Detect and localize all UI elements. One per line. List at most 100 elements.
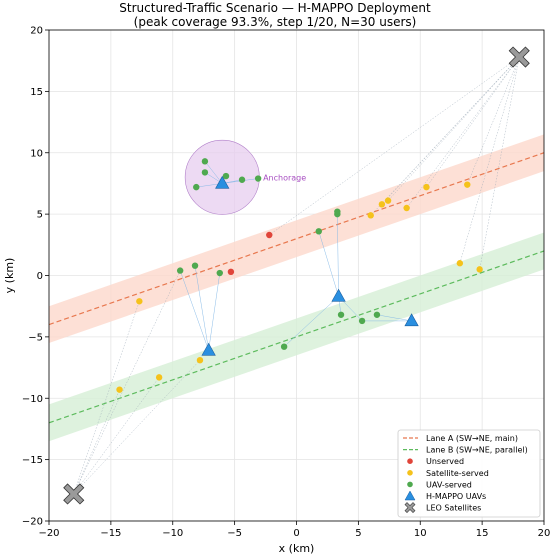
uav-marker [404,313,419,327]
user-point [464,181,471,188]
uav-link [204,161,223,184]
uav-link [318,231,339,297]
x-tick-label: 15 [476,528,489,539]
legend-label: LEO Satellites [426,504,481,513]
user-point [201,158,209,165]
satellite-link [269,56,520,236]
uav-link [194,265,209,351]
user-point [334,208,341,215]
satellite-link [426,56,520,188]
uav-link [376,314,412,322]
legend-label: Lane B (SW→NE, parallel) [426,446,528,455]
series-satellite-served [116,181,483,393]
legend-satellite-swatch [404,502,416,514]
x-axis-label: x (km) [279,542,315,555]
y-axis-label: y (km) [3,258,16,294]
user-point [116,386,123,393]
uav-marker [201,342,216,356]
satellite-link [73,301,140,495]
user-point [227,268,235,276]
x-tick-label: 10 [414,528,427,539]
y-tick-label: −20 [22,517,43,528]
user-point [378,201,386,208]
user-point [280,343,288,350]
uav-link [283,296,339,347]
user-point [423,183,430,191]
series-unserved [227,231,273,276]
x-tick-label: 20 [538,528,550,539]
user-point [136,298,143,305]
legend: Lane A (SW→NE, main) Lane B (SW→NE, paral… [397,429,541,518]
x-tick-label: 0 [293,528,299,539]
anchorage-label: Anchorage [263,173,306,182]
user-point [456,260,464,267]
legend-dot-swatch [407,481,413,488]
lane-line-b [49,250,544,424]
satellite-link [387,56,520,201]
satellite-link [381,56,520,205]
user-point [358,317,366,325]
user-point [315,228,322,235]
legend-box [397,429,541,518]
legend-uav-swatch [404,490,416,501]
x-tick-label: −5 [227,528,242,539]
y-tick-label: −15 [22,455,43,466]
satellite-link [406,56,520,209]
user-point [193,183,200,191]
uav-link [208,273,221,351]
y-tick-label: 5 [37,210,43,221]
legend-label: Unserved [426,457,464,466]
uav-link [337,214,339,297]
series-uav-served [176,158,381,350]
x-tick-label: −15 [100,528,121,539]
satellite-link [73,389,120,495]
series-h-mappo-uavs [201,175,419,356]
satellite-link [73,377,160,495]
lane-line-a [49,152,544,326]
user-point [155,374,163,381]
user-point [216,269,223,277]
user-point [337,311,345,318]
x-tick-label: −10 [162,528,183,539]
legend-dot-swatch [407,470,413,476]
uav-link [179,270,209,351]
satellite-marker [508,46,530,68]
x-tick-label: 5 [355,528,361,539]
y-tick-label: −10 [22,394,43,405]
legend-dot-swatch [407,458,413,465]
chart-subtitle: (peak coverage 93.3%, step 1/20, N=30 us… [133,15,417,29]
user-point [191,262,199,269]
series-leo-satellites [63,46,530,505]
user-point [403,204,410,212]
legend-label: H-MAPPO UAVs [426,492,486,501]
legend-label: UAV-served [426,480,472,489]
satellite-link [73,360,201,495]
legend-label: Lane A (SW→NE, main) [426,434,518,443]
user-point [367,212,374,219]
y-tick-label: 20 [30,26,43,37]
y-tick-label: 15 [30,87,43,98]
y-tick-label: 10 [30,148,43,159]
user-point [222,172,230,180]
x-tick-label: −20 [38,528,59,539]
satellite-link [467,56,520,185]
uav-marker [215,175,230,189]
user-point [266,231,273,239]
lane-band-a [49,134,544,344]
user-point [254,175,262,182]
satellite-link [73,270,181,495]
legend-label: Satellite-served [426,469,489,478]
user-point [373,311,381,318]
y-tick-label: −5 [28,332,43,343]
user-point [384,197,392,204]
satellite-link [479,56,520,270]
user-point [238,176,246,183]
user-point [196,356,204,364]
user-point [476,266,483,273]
user-point [201,169,209,176]
y-tick-label: 0 [37,271,43,282]
chart-title: Structured-Traffic Scenario — H-MAPPO De… [119,1,431,15]
satellite-marker [63,483,85,505]
uav-marker [331,288,346,302]
